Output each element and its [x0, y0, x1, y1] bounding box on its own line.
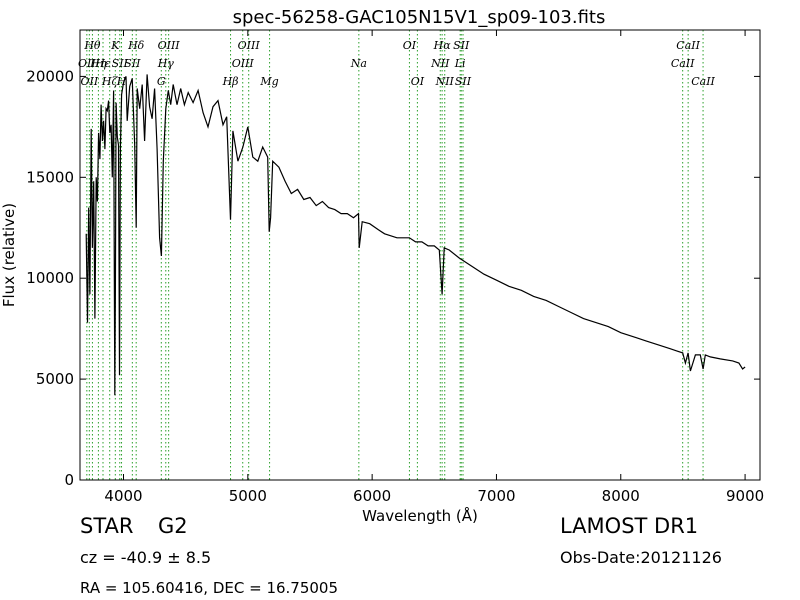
spectrum-line	[85, 74, 746, 396]
plot-frame	[79, 29, 761, 481]
line-label-28: CaII	[676, 39, 700, 52]
line-label-0: OII	[78, 57, 96, 70]
y-tick-label-4: 20000	[26, 67, 74, 85]
line-label-17: Mg	[259, 75, 278, 88]
line-label-4: Hε	[94, 57, 111, 70]
x-tick-label-1: 5000	[229, 487, 267, 505]
x-axis-ticks: 4000 5000 6000 7000 8000 9000	[104, 30, 764, 505]
subclass-label: G2	[158, 514, 188, 538]
line-label-10: Hδ	[127, 39, 145, 52]
survey-label: LAMOST DR1	[560, 514, 699, 538]
line-label-16: OIII	[238, 39, 261, 52]
line-label-15: OIII	[232, 57, 255, 70]
line-label-29: CaII	[691, 75, 715, 88]
y-axis-ticks: 0 5000 10000 15000 20000	[26, 67, 760, 489]
line-label-14: Hβ	[222, 75, 239, 88]
line-label-8: H	[116, 75, 127, 88]
obs-date-label: Obs-Date:20121126	[560, 548, 722, 567]
line-label-19: OI	[403, 39, 417, 52]
line-label-13: OIII	[158, 39, 181, 52]
line-label-1: OII	[80, 75, 98, 88]
line-label-12: Hγ	[157, 57, 175, 70]
line-label-20: OI	[411, 75, 425, 88]
redshift-label: cz = -40.9 ± 8.5	[80, 548, 212, 567]
line-label-2: Hθ	[83, 39, 101, 52]
spectral-line-markers	[86, 30, 704, 480]
line-label-3: Hη	[89, 57, 107, 70]
line-label-23: NII	[435, 75, 455, 88]
line-label-27: CaII	[671, 57, 695, 70]
chart-title: spec-56258-GAC105N15V1_sp09-103.fits	[233, 7, 606, 28]
line-label-5: Hζ	[101, 75, 119, 88]
coordinates-label: RA = 105.60416, DEC = 16.75005	[80, 579, 339, 597]
line-label-6: K	[110, 39, 120, 52]
y-tick-label-1: 5000	[36, 370, 74, 388]
object-class-label: STAR	[80, 514, 134, 538]
line-label-11: G	[157, 75, 166, 88]
x-tick-label-5: 9000	[726, 487, 764, 505]
x-tick-label-0: 4000	[104, 487, 142, 505]
line-label-25: SII	[453, 39, 470, 52]
line-label-22: Hα	[433, 39, 452, 52]
y-axis-label: Flux (relative)	[0, 203, 18, 307]
x-tick-label-3: 7000	[477, 487, 515, 505]
line-label-24: Li	[454, 57, 466, 70]
line-label-26: SII	[455, 75, 472, 88]
line-label-7: SII	[112, 57, 129, 70]
x-tick-label-2: 6000	[353, 487, 391, 505]
line-label-18: Na	[350, 57, 367, 70]
line-label-21: NII	[430, 57, 450, 70]
x-axis-label: Wavelength (Å)	[362, 506, 478, 525]
line-label-9: SII	[124, 57, 141, 70]
x-tick-label-4: 8000	[602, 487, 640, 505]
y-tick-label-2: 10000	[26, 269, 74, 287]
y-tick-label-0: 0	[64, 471, 74, 489]
y-tick-label-3: 15000	[26, 168, 74, 186]
